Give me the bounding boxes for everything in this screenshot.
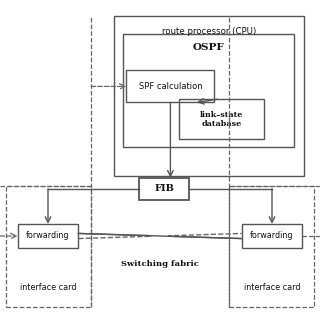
Bar (114, 16, 304, 176)
Bar (6, 186, 91, 307)
Text: OSPF: OSPF (193, 43, 225, 52)
Text: interface card: interface card (20, 284, 76, 292)
Text: forwarding: forwarding (250, 231, 294, 241)
Bar (18, 224, 78, 248)
Bar (126, 70, 214, 102)
Bar (242, 224, 302, 248)
Text: FIB: FIB (154, 184, 174, 193)
Text: interface card: interface card (244, 284, 300, 292)
Bar (139, 178, 189, 200)
Text: Switching fabric: Switching fabric (121, 260, 199, 268)
Text: forwarding: forwarding (26, 231, 70, 241)
Text: link–state
database: link–state database (200, 111, 243, 128)
Text: SPF calculation: SPF calculation (139, 82, 202, 91)
Bar (123, 34, 294, 147)
Bar (229, 186, 314, 307)
Bar (179, 99, 264, 139)
Text: route processor (CPU): route processor (CPU) (162, 27, 256, 36)
